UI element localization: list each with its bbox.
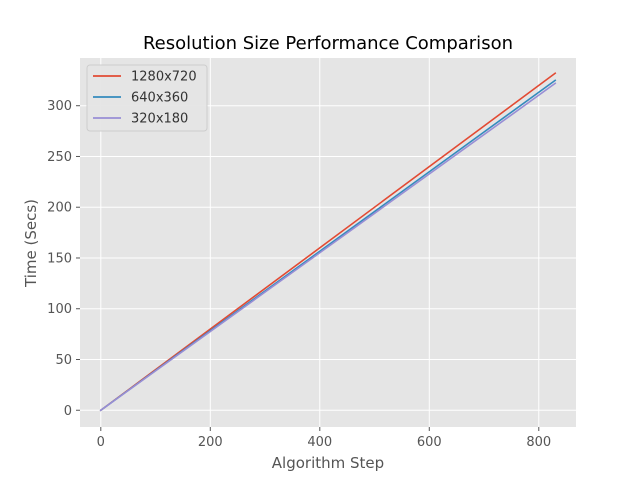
x-tick-label: 400 (307, 435, 332, 450)
legend-label: 320x180 (131, 112, 188, 127)
x-tick-label: 0 (97, 435, 105, 450)
legend-label: 1280x720 (131, 70, 197, 85)
y-tick-label: 300 (47, 99, 72, 114)
y-axis-ticks: 0 50 100 150 200 250 300 (47, 99, 80, 419)
x-tick-label: 600 (417, 435, 442, 450)
x-tick-label: 200 (198, 435, 223, 450)
y-axis-label: Time (Secs) (22, 199, 40, 288)
x-axis-label: Algorithm Step (272, 454, 384, 472)
legend-label: 640x360 (131, 91, 188, 106)
grid (80, 58, 576, 427)
y-tick-label: 100 (47, 302, 72, 317)
legend-box (86, 64, 208, 132)
series-line-1280x720 (99, 72, 557, 412)
series-lines (99, 72, 557, 412)
y-tick-label: 50 (55, 353, 72, 368)
y-tick-label: 250 (47, 150, 72, 165)
legend: 1280x720 640x360 320x180 (86, 64, 208, 132)
chart-title: Resolution Size Performance Comparison (143, 33, 513, 54)
y-tick-label: 150 (47, 251, 72, 266)
y-tick-label: 0 (64, 404, 72, 419)
x-axis-ticks: 0 200 400 600 800 (97, 427, 551, 450)
series-line-320x180 (99, 82, 557, 412)
y-tick-label: 200 (47, 201, 72, 216)
x-tick-label: 800 (526, 435, 551, 450)
